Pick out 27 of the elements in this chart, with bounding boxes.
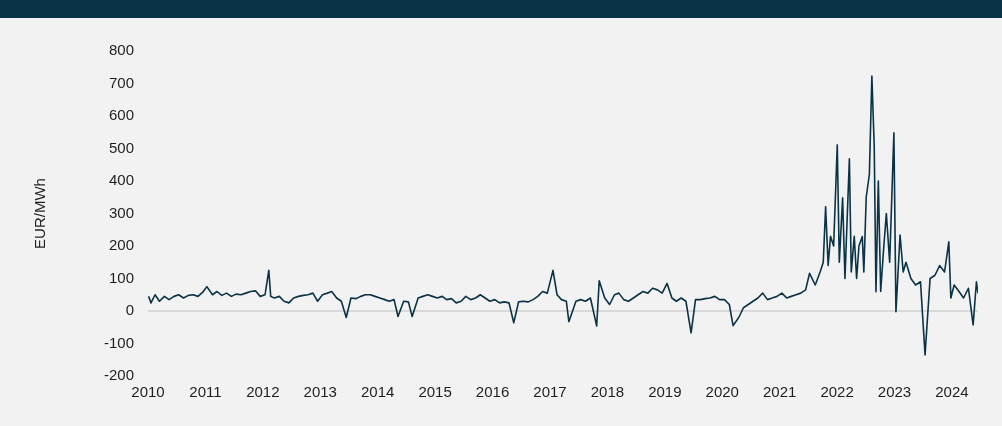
- x-tick-label: 2013: [303, 383, 337, 401]
- x-tick-label: 2020: [705, 383, 739, 401]
- x-tick-label: 2022: [820, 383, 854, 401]
- y-tick-label: 200: [108, 236, 134, 254]
- x-tick-label: 2011: [189, 383, 222, 401]
- x-tick-label: 2021: [762, 383, 797, 401]
- y-tick-label: 600: [108, 106, 134, 124]
- x-tick-label: 2016: [475, 383, 510, 401]
- y-tick-label: 700: [108, 73, 134, 91]
- y-axis-title: EUR/MWh: [31, 178, 49, 249]
- y-tick-label: 400: [108, 171, 134, 189]
- x-tick-label: 2012: [246, 383, 280, 401]
- x-tick-label: 2017: [533, 383, 567, 401]
- y-tick-label: 100: [108, 268, 134, 286]
- x-tick-label: 2015: [418, 383, 452, 401]
- y-tick-label: 500: [108, 138, 134, 156]
- x-tick-label: 2024: [935, 383, 969, 401]
- x-tick-label: 2023: [877, 383, 912, 401]
- y-tick-label: 300: [108, 203, 134, 221]
- y-tick-label: 0: [125, 301, 134, 319]
- x-tick-label: 2010: [131, 383, 165, 401]
- y-tick-label: 800: [108, 41, 134, 59]
- x-tick-label: 2014: [361, 383, 395, 401]
- x-tick-label: 2018: [590, 383, 625, 401]
- y-tick-label: -200: [103, 366, 134, 384]
- x-tick-label: 2019: [648, 383, 682, 401]
- y-tick-label: -100: [103, 333, 134, 351]
